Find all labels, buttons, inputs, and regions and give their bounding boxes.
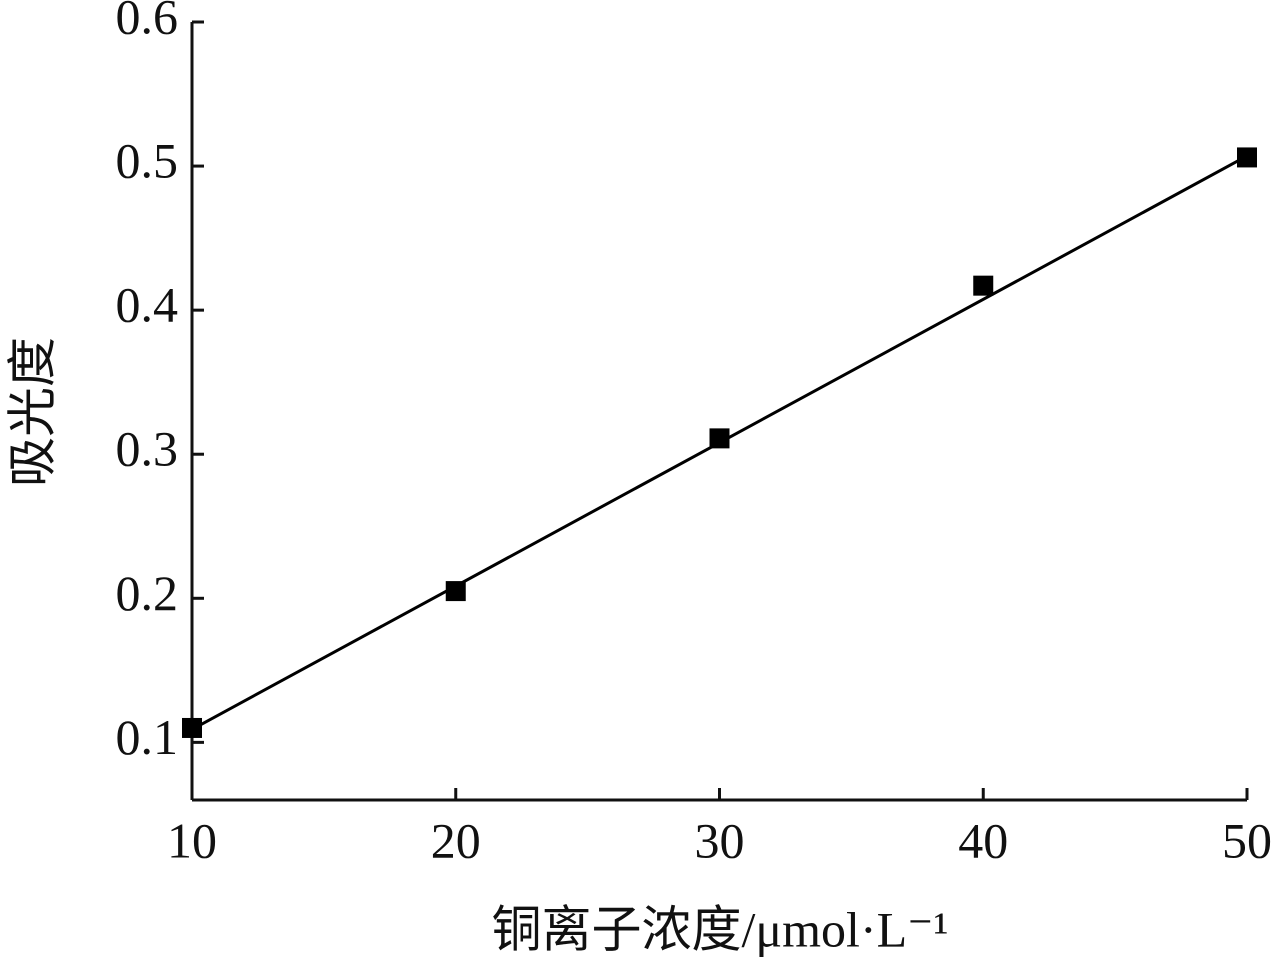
data-point — [709, 428, 730, 449]
x-tick-label: 20 — [431, 812, 481, 868]
x-tick-label: 50 — [1222, 812, 1272, 868]
y-tick-label: 0.4 — [116, 277, 179, 333]
y-tick-label: 0.6 — [116, 0, 179, 44]
data-point — [1237, 147, 1257, 168]
y-tick-label: 0.1 — [116, 709, 179, 765]
x-axis-label: 铜离子浓度/μmol·L⁻¹ — [491, 901, 948, 957]
y-axis-label: 吸光度 — [4, 337, 60, 487]
y-tick-label: 0.5 — [116, 133, 179, 189]
data-point — [182, 717, 202, 738]
y-tick-label: 0.2 — [116, 565, 179, 621]
x-tick-label: 30 — [695, 812, 745, 868]
data-point — [973, 275, 994, 296]
data-point — [445, 581, 466, 602]
y-tick-label: 0.3 — [116, 421, 179, 477]
x-tick-label: 40 — [958, 812, 1008, 868]
x-tick-label: 10 — [167, 812, 217, 868]
